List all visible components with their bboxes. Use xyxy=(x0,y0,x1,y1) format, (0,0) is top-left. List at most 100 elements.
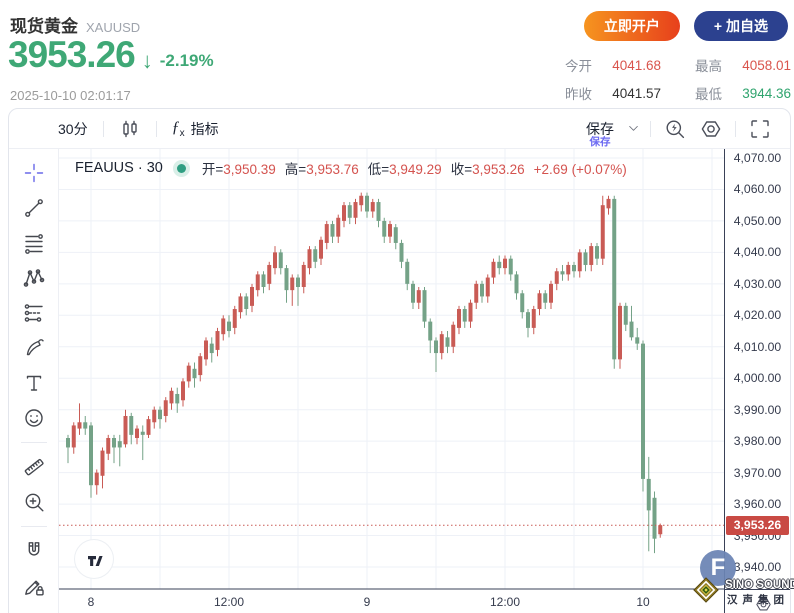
stat-昨收: 昨收 4041.57 xyxy=(565,83,661,103)
fullscreen-button[interactable] xyxy=(742,115,778,143)
axis-settings-gear-icon[interactable] xyxy=(755,596,772,613)
symbol-code: XAUUSD xyxy=(86,20,141,35)
stat-今开: 今开 4041.68 xyxy=(565,55,661,75)
price-tick: 3,960.00 xyxy=(733,497,782,512)
trend-line-icon xyxy=(23,197,45,219)
price-tick: 4,070.00 xyxy=(733,151,782,165)
change-percent: -2.19% xyxy=(159,51,214,71)
brush-tool[interactable] xyxy=(17,332,51,364)
ohlc-value: 3,953.76 xyxy=(306,162,359,177)
price-down-arrow-icon: ↓ xyxy=(141,47,153,73)
drawing-toolbar xyxy=(9,149,59,613)
brush-icon xyxy=(23,337,45,359)
price-tick: 3,940.00 xyxy=(733,560,782,574)
stat-最低: 最低 3944.36 xyxy=(695,83,791,103)
chart-settings-button[interactable] xyxy=(693,115,729,143)
stat-最高: 最高 4058.01 xyxy=(695,55,791,75)
divider xyxy=(102,120,104,137)
chevron-down-icon xyxy=(627,122,640,135)
forecast-tool[interactable] xyxy=(17,297,51,329)
trend-line-tool[interactable] xyxy=(17,192,51,224)
divider xyxy=(155,120,157,137)
series-status-dot xyxy=(176,163,186,173)
lock-drawings-tool[interactable] xyxy=(17,570,51,602)
magnet-tool[interactable] xyxy=(17,535,51,567)
chart-legend: FEAUUS · 30 开=3,950.39 高=3,953.76 低=3,949.… xyxy=(75,158,627,178)
divider xyxy=(735,120,736,137)
candles-series xyxy=(66,192,663,554)
svg-text:12:00: 12:00 xyxy=(490,595,520,609)
chart-main: 8 12:00 9 12:00 10 FEAUUS · 30 开=3,950.39 高=3… xyxy=(9,149,794,613)
flash-search-icon xyxy=(664,118,686,140)
chart-widget: 30分 ƒx 指标 保存 保存 xyxy=(8,108,794,613)
price-tick: 4,020.00 xyxy=(733,308,782,323)
indicators-label: 指标 xyxy=(190,120,219,137)
fib-retracement-tool[interactable] xyxy=(17,227,51,259)
zoom-in-icon xyxy=(23,491,45,513)
gridlines xyxy=(59,149,724,589)
divider xyxy=(20,526,47,527)
price-tick: 4,030.00 xyxy=(733,276,782,291)
stats-row: 昨收 4041.57 最低 3944.36 xyxy=(565,83,791,103)
svg-text:12:00: 12:00 xyxy=(214,595,244,609)
price-tick: 3,970.00 xyxy=(733,465,782,480)
svg-text:8: 8 xyxy=(88,595,95,609)
price-tick: 3,990.00 xyxy=(733,402,782,417)
stat-label: 昨收 xyxy=(565,87,592,102)
ruler-icon xyxy=(23,456,45,478)
time-axis-labels[interactable]: 8 12:00 9 12:00 10 xyxy=(88,595,650,609)
stat-value: 4041.68 xyxy=(612,57,661,73)
divider xyxy=(20,442,47,443)
page-title: 现货黄金 XAUUSD xyxy=(10,12,140,37)
last-price: 3953.26 xyxy=(8,34,136,75)
open-account-button[interactable]: 立即开户 xyxy=(583,11,680,41)
text-icon xyxy=(23,372,45,394)
ohlc-label: 收= xyxy=(450,162,473,177)
save-button[interactable]: 保存 保存 xyxy=(577,115,623,148)
crosshair-icon xyxy=(23,162,45,184)
toolbar-left: 30分 ƒx 指标 xyxy=(49,115,228,143)
chart-canvas[interactable]: 8 12:00 9 12:00 10 FEAUUS · 30 开=3,950.39 高=3… xyxy=(59,149,724,613)
fullscreen-icon xyxy=(749,118,771,140)
add-watchlist-button[interactable]: + 加自选 xyxy=(693,11,788,41)
ohlc-label: 低= xyxy=(367,162,390,177)
save-menu-button[interactable] xyxy=(623,115,644,143)
stat-value: 4041.57 xyxy=(612,85,661,101)
price-tick: 4,010.00 xyxy=(733,339,782,354)
chart-style-button[interactable] xyxy=(110,115,150,143)
candlestick-plot[interactable]: 8 12:00 9 12:00 10 xyxy=(59,149,724,613)
text-tool[interactable] xyxy=(17,367,51,399)
crosshair-tool[interactable] xyxy=(17,157,51,189)
stats-row: 今开 4041.68 最高 4058.01 xyxy=(565,55,791,75)
indicators-button[interactable]: ƒx 指标 xyxy=(163,115,228,143)
ruler-tool[interactable] xyxy=(17,451,51,483)
save-label: 保存 xyxy=(586,120,614,137)
time-axis-border xyxy=(725,589,790,590)
ohlc-value: 3,953.26 xyxy=(472,162,525,177)
interval-button[interactable]: 30分 xyxy=(49,115,97,143)
quick-search-button[interactable] xyxy=(657,115,693,143)
divider xyxy=(650,120,651,137)
magnet-icon xyxy=(23,540,45,562)
stat-label: 今开 xyxy=(565,59,592,74)
zoom-in-tool[interactable] xyxy=(17,486,51,518)
ohlc-value: 3,950.39 xyxy=(223,162,276,177)
current-price-tag: 3,953.26 xyxy=(726,515,789,535)
ohlc-values: 开=3,950.39 高=3,953.76 低=3,949.29 收=3,953.26… xyxy=(202,158,627,178)
stat-value: 3944.36 xyxy=(742,85,791,101)
fib-retracement-icon xyxy=(23,232,45,254)
xabcd-pattern-tool[interactable] xyxy=(17,262,51,294)
price-tick: 3,980.00 xyxy=(733,434,782,449)
price-axis[interactable]: 4,070.00 4,060.00 4,050.00 4,040.00 4,030.00… xyxy=(724,149,790,613)
header-buttons: 立即开户 + 加自选 xyxy=(583,11,788,41)
ohlc-label: 高= xyxy=(284,162,307,177)
series-title[interactable]: FEAUUS · 30 xyxy=(75,160,163,176)
emoji-tool[interactable] xyxy=(17,402,51,434)
price-tick: 4,050.00 xyxy=(733,213,782,228)
stat-label: 最低 xyxy=(695,87,722,102)
svg-text:10: 10 xyxy=(636,595,650,609)
interval-label: 30分 xyxy=(58,120,88,137)
price-tick: 4,040.00 xyxy=(733,245,782,260)
lock-drawings-icon xyxy=(23,575,45,597)
price-tick: 4,060.00 xyxy=(733,182,782,197)
